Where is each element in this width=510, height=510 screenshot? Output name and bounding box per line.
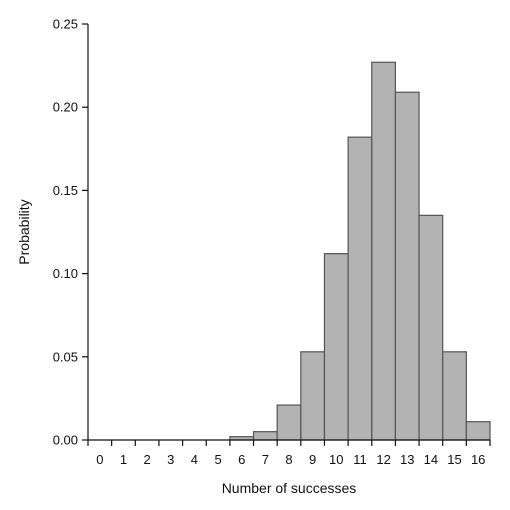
bars (229, 61, 491, 441)
x-tick-label: 8 (285, 452, 292, 467)
bar-16 (465, 421, 491, 441)
y-tick-label: 0.25 (53, 17, 78, 32)
y-axis: 0.00 0.05 0.10 0.15 0.20 0.25 (53, 17, 89, 448)
x-tick-label: 3 (167, 452, 174, 467)
x-tick-label: 14 (424, 452, 438, 467)
x-tick-label: 4 (191, 452, 198, 467)
x-tick-label: 15 (447, 452, 461, 467)
y-tick-label: 0.20 (53, 100, 78, 115)
x-tick-label: 2 (144, 452, 151, 467)
x-tick-label: 11 (353, 452, 367, 467)
y-tick-label: 0.00 (53, 433, 78, 448)
x-tick-label: 6 (238, 452, 245, 467)
bar-11 (347, 136, 373, 441)
x-axis: 0 1 2 3 4 5 6 7 8 9 10 11 12 13 14 15 16 (87, 439, 491, 467)
x-axis-title: Number of successes (222, 480, 357, 496)
x-tick-label: 0 (96, 452, 103, 467)
bar-14 (418, 214, 444, 441)
bar-12 (371, 61, 397, 441)
y-axis-title: Probability (16, 199, 32, 264)
x-tick-label: 12 (376, 452, 390, 467)
bar-8 (276, 404, 302, 441)
x-tick-label: 9 (309, 452, 316, 467)
x-tick-label: 1 (120, 452, 127, 467)
bar-13 (394, 91, 420, 441)
y-tick-label: 0.15 (53, 183, 78, 198)
x-tick-label: 10 (329, 452, 343, 467)
x-tick-label: 7 (262, 452, 269, 467)
x-tick-label: 16 (471, 452, 485, 467)
y-tick-label: 0.10 (53, 266, 78, 281)
bar-7 (252, 431, 278, 441)
bar-15 (442, 351, 467, 441)
x-tick-label: 13 (400, 452, 414, 467)
x-tick-label: 5 (214, 452, 221, 467)
bar-9 (300, 351, 326, 441)
y-tick-label: 0.05 (53, 349, 78, 364)
bar-10 (323, 253, 349, 441)
